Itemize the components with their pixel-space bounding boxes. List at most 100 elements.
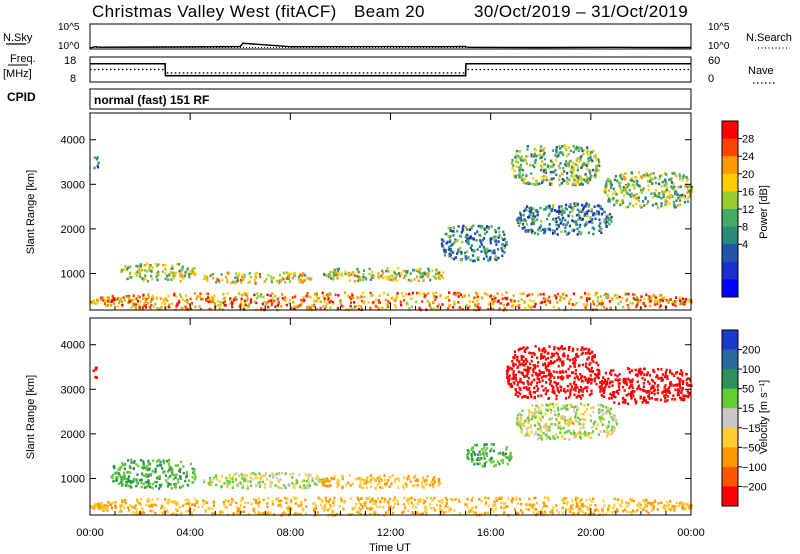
scatter-cell [146, 262, 149, 266]
scatter-cell [393, 496, 397, 500]
scatter-cell [433, 295, 436, 298]
scatter-cell [607, 214, 610, 217]
scatter-cell [483, 250, 486, 254]
scatter-cell [139, 498, 143, 501]
scatter-cell [123, 268, 126, 271]
scatter-cell [518, 422, 521, 425]
scatter-cell [140, 512, 143, 515]
scatter-cell [408, 498, 411, 502]
scatter-cell [647, 380, 650, 383]
scatter-cell [497, 497, 501, 500]
scatter-cell [681, 301, 684, 304]
scatter-cell [343, 501, 346, 504]
scatter-cell [610, 298, 613, 301]
scatter-cell [664, 183, 667, 186]
scatter-cell [442, 276, 445, 280]
scatter-cell [685, 383, 689, 386]
scatter-cell [572, 361, 575, 365]
scatter-cell [473, 512, 476, 516]
scatter-cell [647, 297, 650, 301]
scatter-cell [551, 229, 555, 232]
scatter-cell [407, 497, 410, 500]
scatter-cell [441, 501, 444, 505]
scatter-cell [319, 306, 322, 310]
scatter-cell [688, 384, 691, 387]
scatter-cell [268, 511, 271, 515]
scatter-cell [259, 275, 262, 279]
scatter-cell [575, 412, 578, 415]
scatter-cell [280, 505, 283, 509]
scatter-cell [649, 502, 652, 505]
scatter-cell [510, 499, 513, 502]
scatter-cell [509, 367, 512, 370]
scatter-cell [679, 396, 682, 399]
scatter-cell [542, 297, 545, 300]
scatter-cell [673, 374, 676, 377]
scatter-cell [305, 479, 308, 483]
scatter-cell [216, 278, 219, 281]
scatter-cell [161, 270, 164, 273]
scatter-cell [686, 503, 689, 506]
scatter-cell [634, 298, 637, 301]
scatter-cell [573, 356, 576, 360]
scatter-cell [371, 507, 374, 510]
scatter-cell [387, 479, 390, 482]
scatter-cell [592, 406, 595, 409]
scatter-cell [605, 182, 608, 186]
scatter-cell [382, 272, 385, 275]
scatter-cell [652, 172, 655, 175]
scatter-cell [148, 482, 151, 486]
scatter-cell [525, 162, 528, 165]
scatter-cell [300, 502, 303, 506]
scatter-cell [549, 165, 552, 168]
scatter-cell [611, 415, 614, 419]
scatter-cell [598, 204, 601, 208]
scatter-cell [530, 352, 533, 355]
scatter-cell [529, 163, 532, 167]
scatter-cell [680, 369, 683, 372]
scatter-cell [532, 370, 535, 374]
scatter-cell [534, 344, 537, 348]
scatter-cell [162, 263, 165, 267]
scatter-cell [569, 510, 572, 513]
scatter-cell [683, 300, 686, 304]
scatter-cell [625, 505, 628, 508]
scatter-cell [226, 506, 229, 509]
scatter-cell [526, 145, 529, 148]
scatter-cell [548, 429, 551, 432]
scatter-cell [497, 256, 500, 260]
velocity-scale-label: Velocity [m s⁻¹] [758, 380, 770, 454]
scatter-cell [684, 507, 687, 510]
scatter-cell [571, 371, 574, 374]
scatter-cell [661, 190, 664, 193]
scatter-cell [601, 302, 604, 305]
scatter-cell [589, 369, 593, 373]
scatter-cell [669, 178, 672, 181]
scatter-cell [643, 373, 646, 376]
scatter-cell [431, 499, 434, 502]
scatter-cell [513, 350, 516, 353]
scatter-cell [151, 482, 154, 486]
scatter-cell [205, 292, 208, 296]
scatter-cell [280, 305, 283, 308]
scatter-cell [531, 214, 535, 217]
scatter-cell [578, 430, 581, 433]
scatter-cell [224, 499, 227, 502]
scatter-cell [205, 275, 208, 279]
scatter-cell [413, 278, 416, 281]
scatter-cell [536, 405, 539, 409]
scatter-cell [211, 300, 214, 303]
scatter-cell [653, 382, 657, 385]
scatter-cell [578, 160, 581, 164]
scatter-cell [154, 469, 157, 473]
scatter-cell [355, 477, 358, 481]
scatter-cell [379, 479, 382, 483]
scatter-cell [367, 301, 370, 304]
scatter-cell [664, 181, 667, 185]
scatter-cell [565, 223, 569, 226]
scatter-cell [586, 211, 589, 214]
scatter-cell [116, 476, 119, 479]
scatter-cell [472, 250, 475, 253]
scatter-cell [435, 272, 438, 276]
scatter-cell [228, 476, 231, 480]
